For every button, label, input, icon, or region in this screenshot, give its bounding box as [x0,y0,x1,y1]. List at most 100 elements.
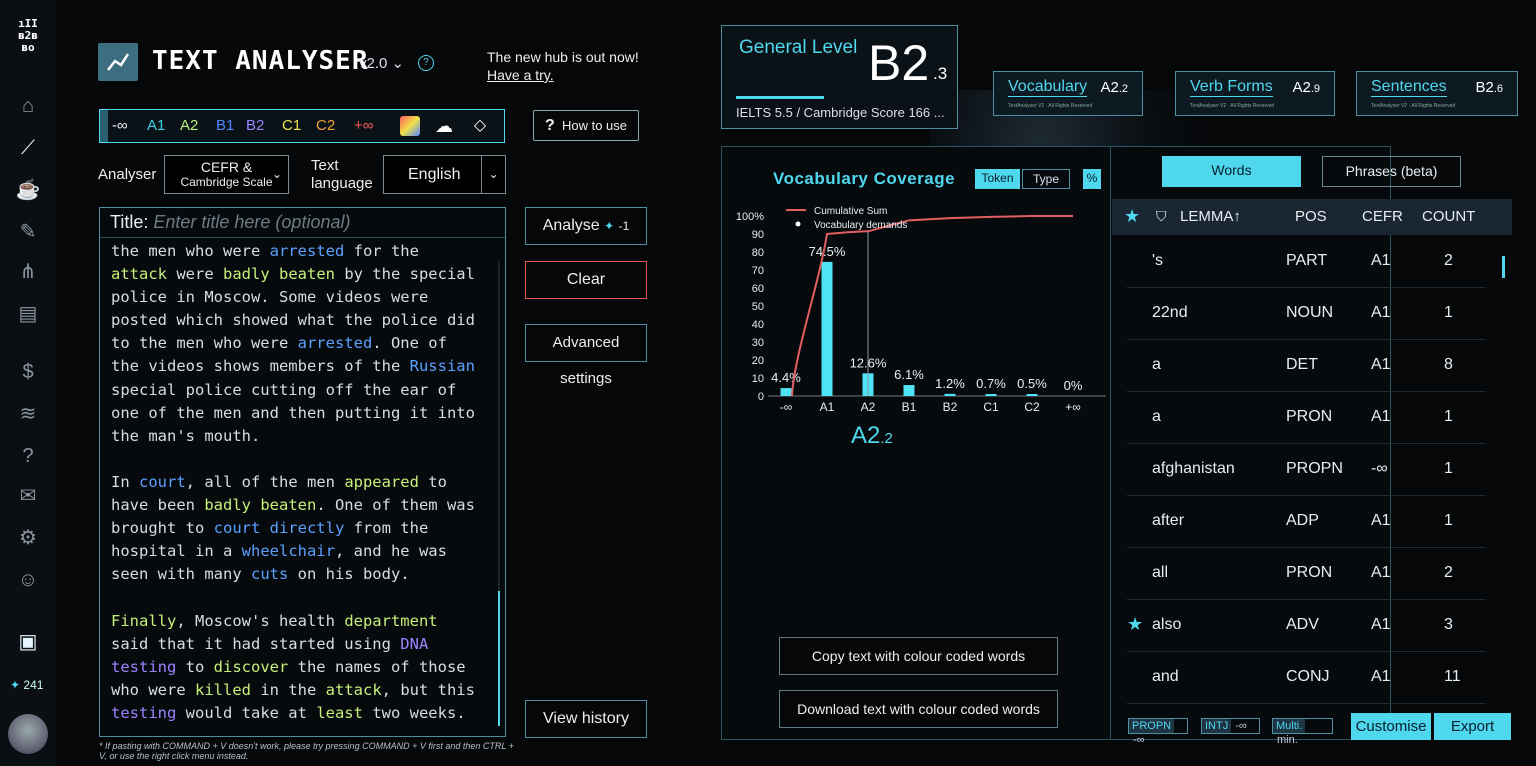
home-icon[interactable]: ⌂ [21,95,35,117]
y-tick-label: 20 [752,355,764,367]
cell-lemma: afghanistan [1152,460,1235,477]
col-count[interactable]: COUNT [1422,208,1476,225]
stack-icon[interactable]: ≋ [19,403,37,425]
how-to-use-button[interactable]: ? How to use [533,110,639,141]
level-a1[interactable]: A1 [147,117,166,134]
table-row[interactable]: all PRON A1 2 [1127,548,1485,600]
eraser-icon[interactable]: ◇ [473,117,487,134]
table-scrollbar[interactable] [1502,256,1505,278]
document-icon[interactable]: ▣ [18,631,38,653]
export-button[interactable]: Export [1434,713,1511,740]
metric-verb-forms[interactable]: Verb Forms A2.9 TextAnalyser V2 · All Ri… [1175,71,1335,116]
advanced-settings-button[interactable]: Advanced settings [525,324,647,387]
metric-value: A2.2 [1100,79,1128,96]
chat-icon[interactable]: ✉ [19,485,37,507]
table-row[interactable]: 's PART A1 2 [1127,236,1485,288]
coverage-title: Vocabulary Coverage [773,169,956,188]
customise-button[interactable]: Customise [1351,713,1431,740]
clear-button[interactable]: Clear [525,261,647,299]
level-c1[interactable]: C1 [282,117,302,134]
token-toggle[interactable]: Token [975,169,1020,189]
editor-scrollbar[interactable] [498,261,500,726]
chip-propn[interactable]: PROPN-∞ [1128,718,1188,746]
type-toggle[interactable]: Type [1022,169,1070,189]
metric-fineprint: TextAnalyser V2 · All Rights Reserved [1008,103,1093,109]
question-icon[interactable]: ? [22,445,34,467]
help-icon[interactable]: ? [418,55,434,71]
metric-fineprint: TextAnalyser V2 · All Rights Reserved [1371,103,1456,109]
data-label: 6.1% [894,367,924,382]
star-icon[interactable]: ★ [1127,614,1144,634]
metric-vocabulary[interactable]: Vocabulary A2.2 TextAnalyser V2 · All Ri… [993,71,1143,116]
chip-intj[interactable]: INTJ -∞ [1201,718,1260,734]
table-row[interactable]: ★ also ADV A1 3 [1127,600,1485,652]
analyser-icon[interactable]: ⟋ [21,137,35,159]
col-lemma[interactable]: LEMMA↑ [1180,208,1241,225]
text-editor[interactable]: Title: Enter title here (optional) the m… [99,207,506,737]
hub-link[interactable]: Have a try. [487,67,554,83]
level-a2[interactable]: A2 [180,117,199,134]
hub-announcement: The new hub is out now! Have a try. [487,48,639,84]
metric-name: Verb Forms [1190,78,1273,97]
metric-sub: .9 [1310,83,1320,95]
food-icon[interactable]: ☕ [15,179,41,201]
cloud-download-icon[interactable]: ☁ [435,116,453,136]
table-row[interactable]: afghanistan PROPN -∞ 1 [1127,444,1485,496]
filter-icon[interactable]: ⛉ [1156,208,1167,224]
tab-words[interactable]: Words [1162,156,1301,187]
percent-toggle[interactable]: % [1083,169,1101,189]
chip-multi[interactable]: Multi.min. [1272,718,1333,746]
level-pos-inf[interactable]: +∞ [354,117,374,134]
level-b2[interactable]: B2 [246,117,265,134]
level-b1[interactable]: B1 [216,117,235,134]
robot-icon[interactable]: ⚙ [19,527,37,549]
bar-C1 [985,394,997,396]
data-label: 0% [1064,378,1083,393]
analyser-logo-icon [98,43,138,81]
palette-icon[interactable] [400,116,420,136]
y-tick-label: 60 [752,283,764,295]
x-tick-label: B2 [943,400,958,414]
editor-scroll-thumb[interactable] [498,591,500,726]
cell-pos: PART [1286,252,1328,269]
data-label: 4.4% [771,370,801,385]
table-row[interactable]: a DET A1 8 [1127,340,1485,392]
app-logo[interactable]: ıII ʙ2ʙ ʙo [10,18,46,62]
star-filter-icon[interactable]: ★ [1124,206,1141,226]
analyser-label: Analyser [98,166,157,183]
col-pos[interactable]: POS [1295,208,1327,225]
paste-footnote: * If pasting with COMMAND + V doesn't wo… [99,741,514,761]
tab-phrases[interactable]: Phrases (beta) [1322,156,1461,187]
pencil-icon[interactable]: ✎ [19,221,37,243]
title-input[interactable]: Title: Enter title here (optional) [100,208,505,238]
analyser-select[interactable]: CEFR & Cambridge Scale ⌄ [164,155,289,194]
word-list-panel [1110,146,1392,740]
table-row[interactable]: after ADP A1 1 [1127,496,1485,548]
x-tick-label: A2 [861,400,876,414]
table-row[interactable]: and CONJ A1 11 [1127,652,1485,704]
download-colour-coded-button[interactable]: Download text with colour coded words [779,690,1058,728]
view-history-button[interactable]: View history [525,700,647,738]
book-icon[interactable]: ▤ [18,303,38,325]
level-neg-inf[interactable]: -∞ [112,117,128,134]
copy-colour-coded-button[interactable]: Copy text with colour coded words [779,637,1058,675]
col-cefr[interactable]: CEFR [1362,208,1403,225]
metric-sentences[interactable]: Sentences B2.6 TextAnalyser V2 · All Rig… [1356,71,1518,116]
level-c2[interactable]: C2 [316,117,336,134]
network-icon[interactable]: ⋔ [19,261,37,283]
table-row[interactable]: a PRON A1 1 [1127,392,1485,444]
cell-cefr: A1 [1371,564,1391,581]
chevron-down-icon: ⌄ [481,156,505,193]
version-selector[interactable]: v2.0 ⌄ [359,54,404,72]
analysed-text[interactable]: the men who were arrested for the attack… [111,242,475,722]
avatar[interactable] [8,714,48,754]
cell-count: 2 [1444,564,1453,581]
metric-name: Vocabulary [1008,78,1088,97]
people-icon[interactable]: ☺ [17,569,39,591]
table-row[interactable]: 22nd NOUN A1 1 [1127,288,1485,340]
analyse-button[interactable]: Analyse ✦ -1 [525,207,647,245]
language-select[interactable]: English ⌄ [383,155,506,194]
credit-icon: ✦ [604,219,615,233]
analyse-cost: -1 [618,219,630,233]
dollar-icon[interactable]: $ [22,361,34,383]
